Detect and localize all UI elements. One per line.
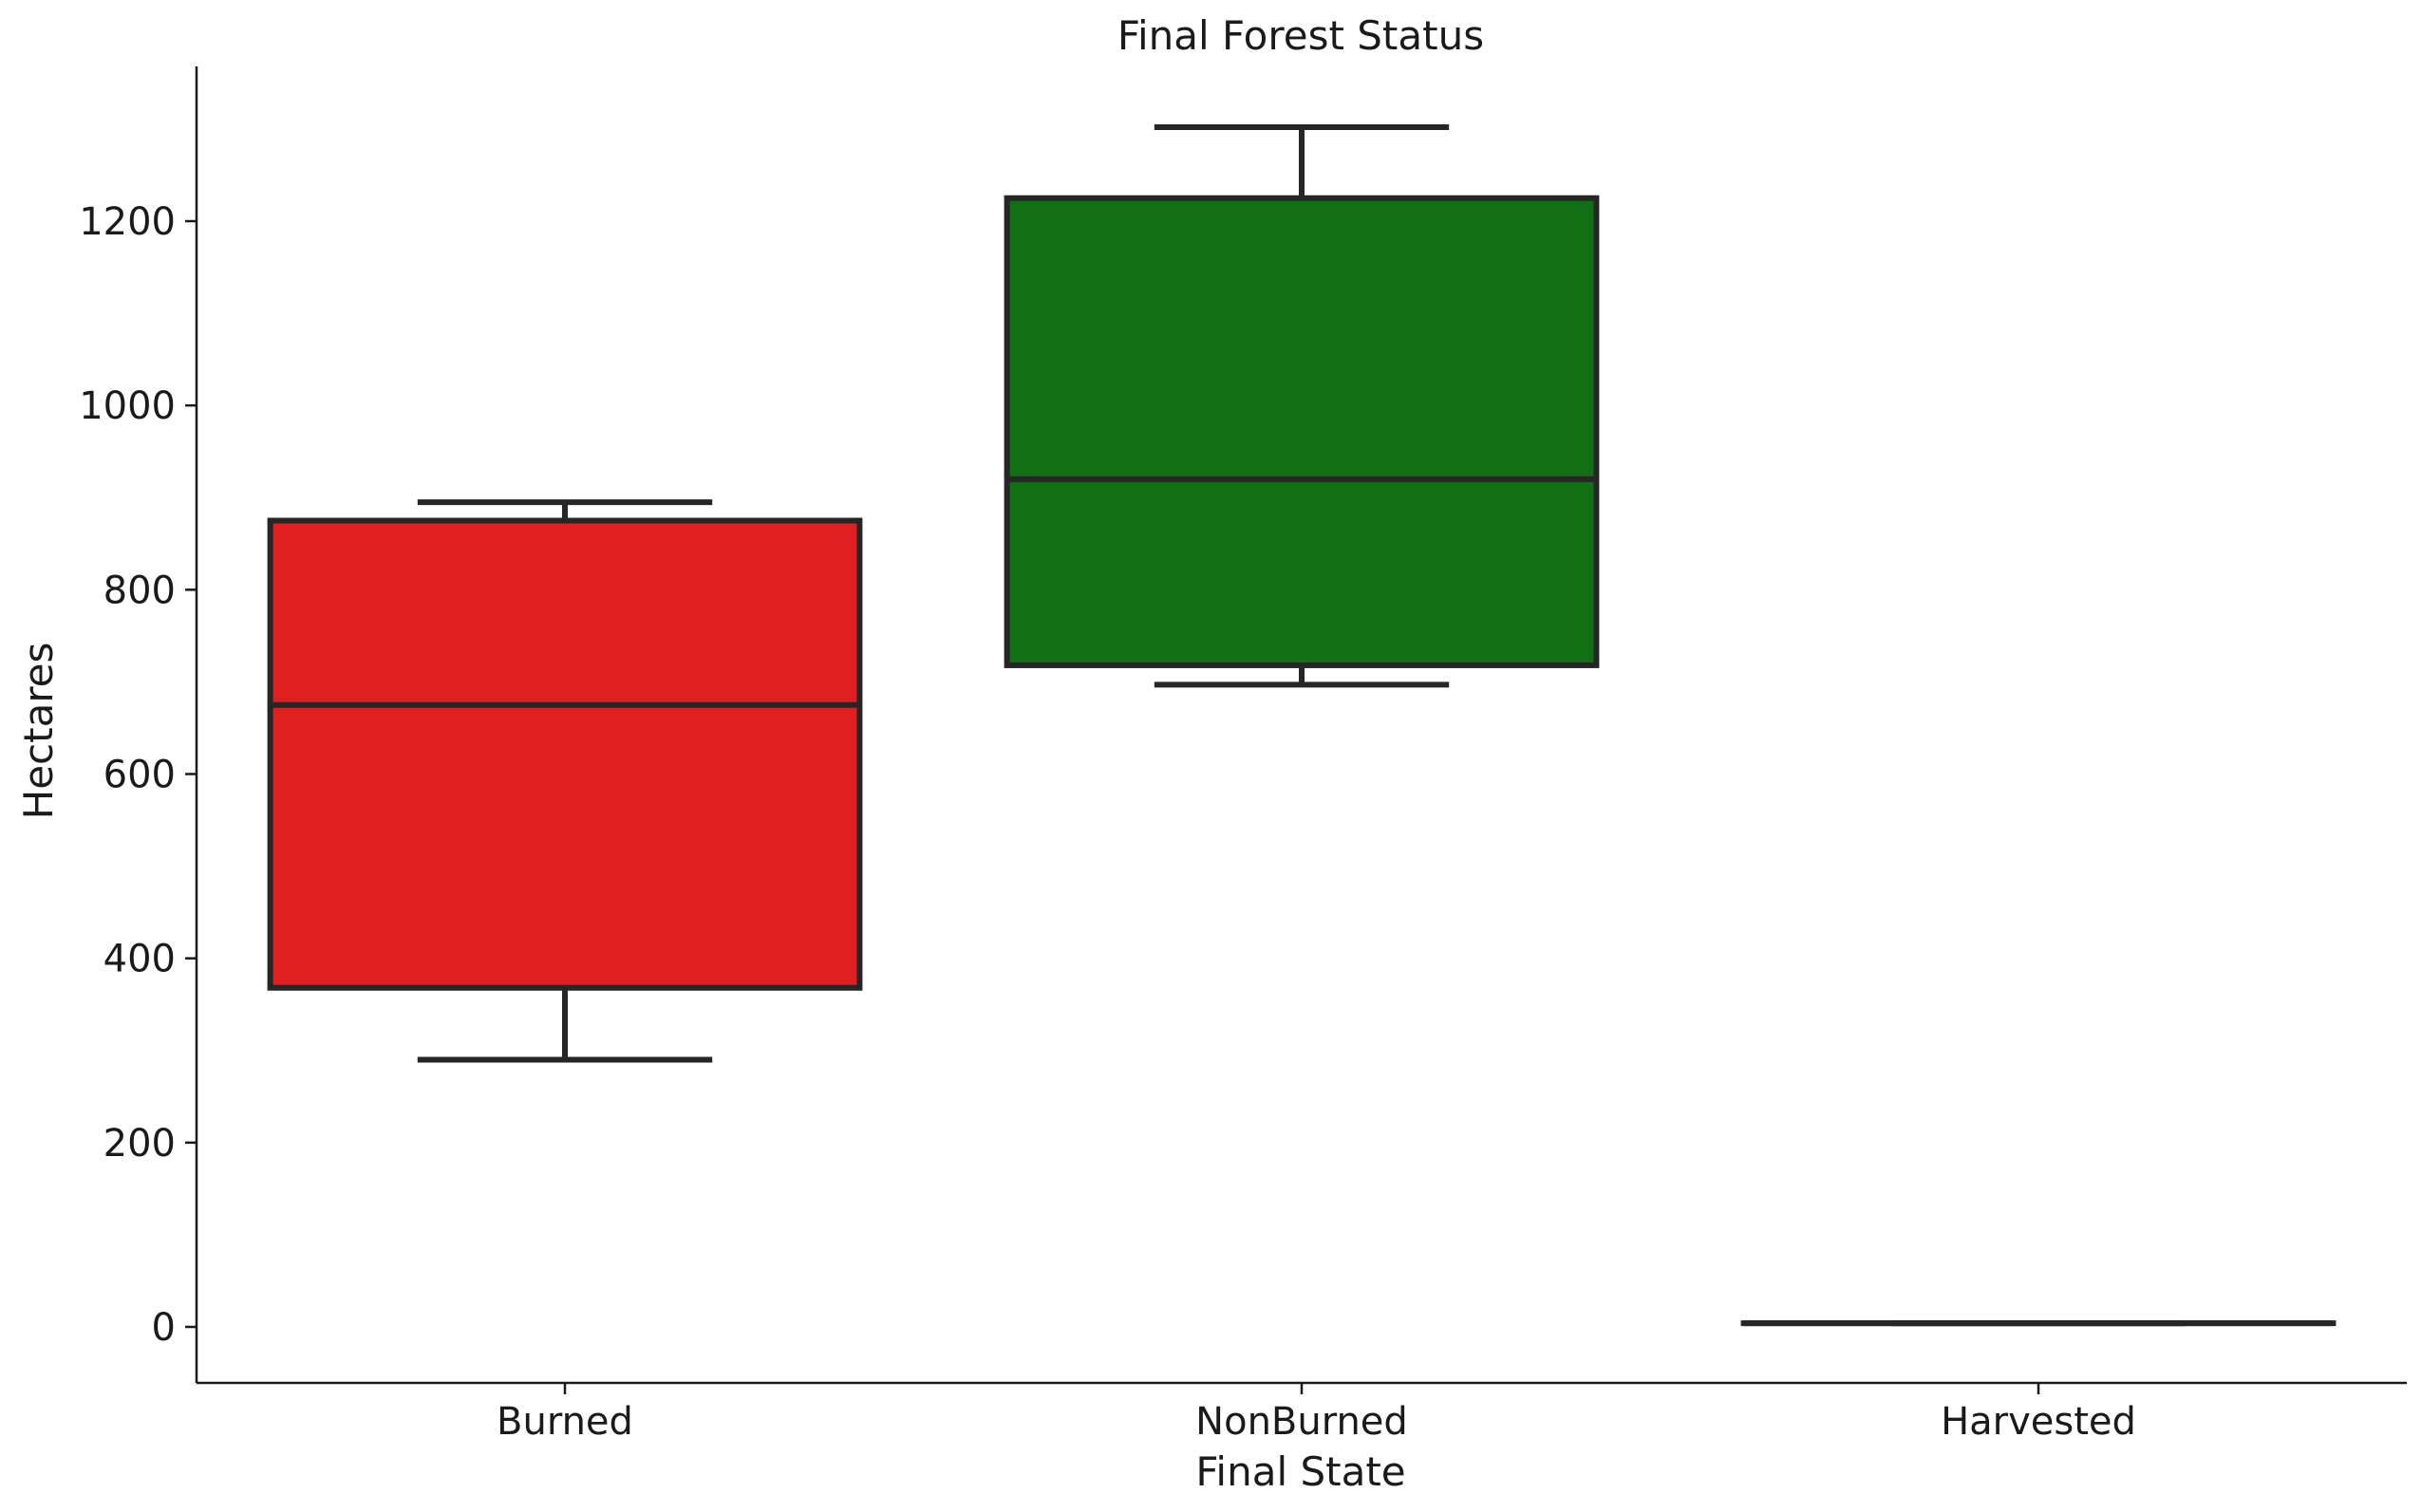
y-tick-label: 200	[103, 1122, 176, 1166]
y-tick-label: 800	[103, 569, 176, 612]
chart-title: Final Forest Status	[1117, 12, 1484, 59]
iqr-box	[1004, 195, 1600, 668]
box-nonburned	[1004, 123, 1600, 688]
x-axis-label: Final State	[1195, 1448, 1405, 1495]
plot-area	[267, 123, 2337, 1327]
x-tick-label-nonburned: NonBurned	[1195, 1400, 1408, 1444]
y-tick-label: 0	[152, 1306, 176, 1350]
y-axis-ticks: 0 200 400 600 800 1000 1200	[79, 200, 197, 1350]
x-tick-label-burned: Burned	[497, 1400, 633, 1444]
iqr-box	[267, 517, 863, 991]
x-axis-ticks: Burned NonBurned Harvested	[497, 1383, 2136, 1444]
y-tick-label: 1000	[79, 384, 176, 428]
y-tick-label: 600	[103, 754, 176, 797]
y-tick-label: 400	[103, 938, 176, 981]
box-burned	[267, 499, 863, 1063]
x-tick-label-harvested: Harvested	[1941, 1400, 2136, 1444]
y-axis-label: Hectares	[15, 643, 62, 820]
y-tick-label: 1200	[79, 200, 176, 244]
